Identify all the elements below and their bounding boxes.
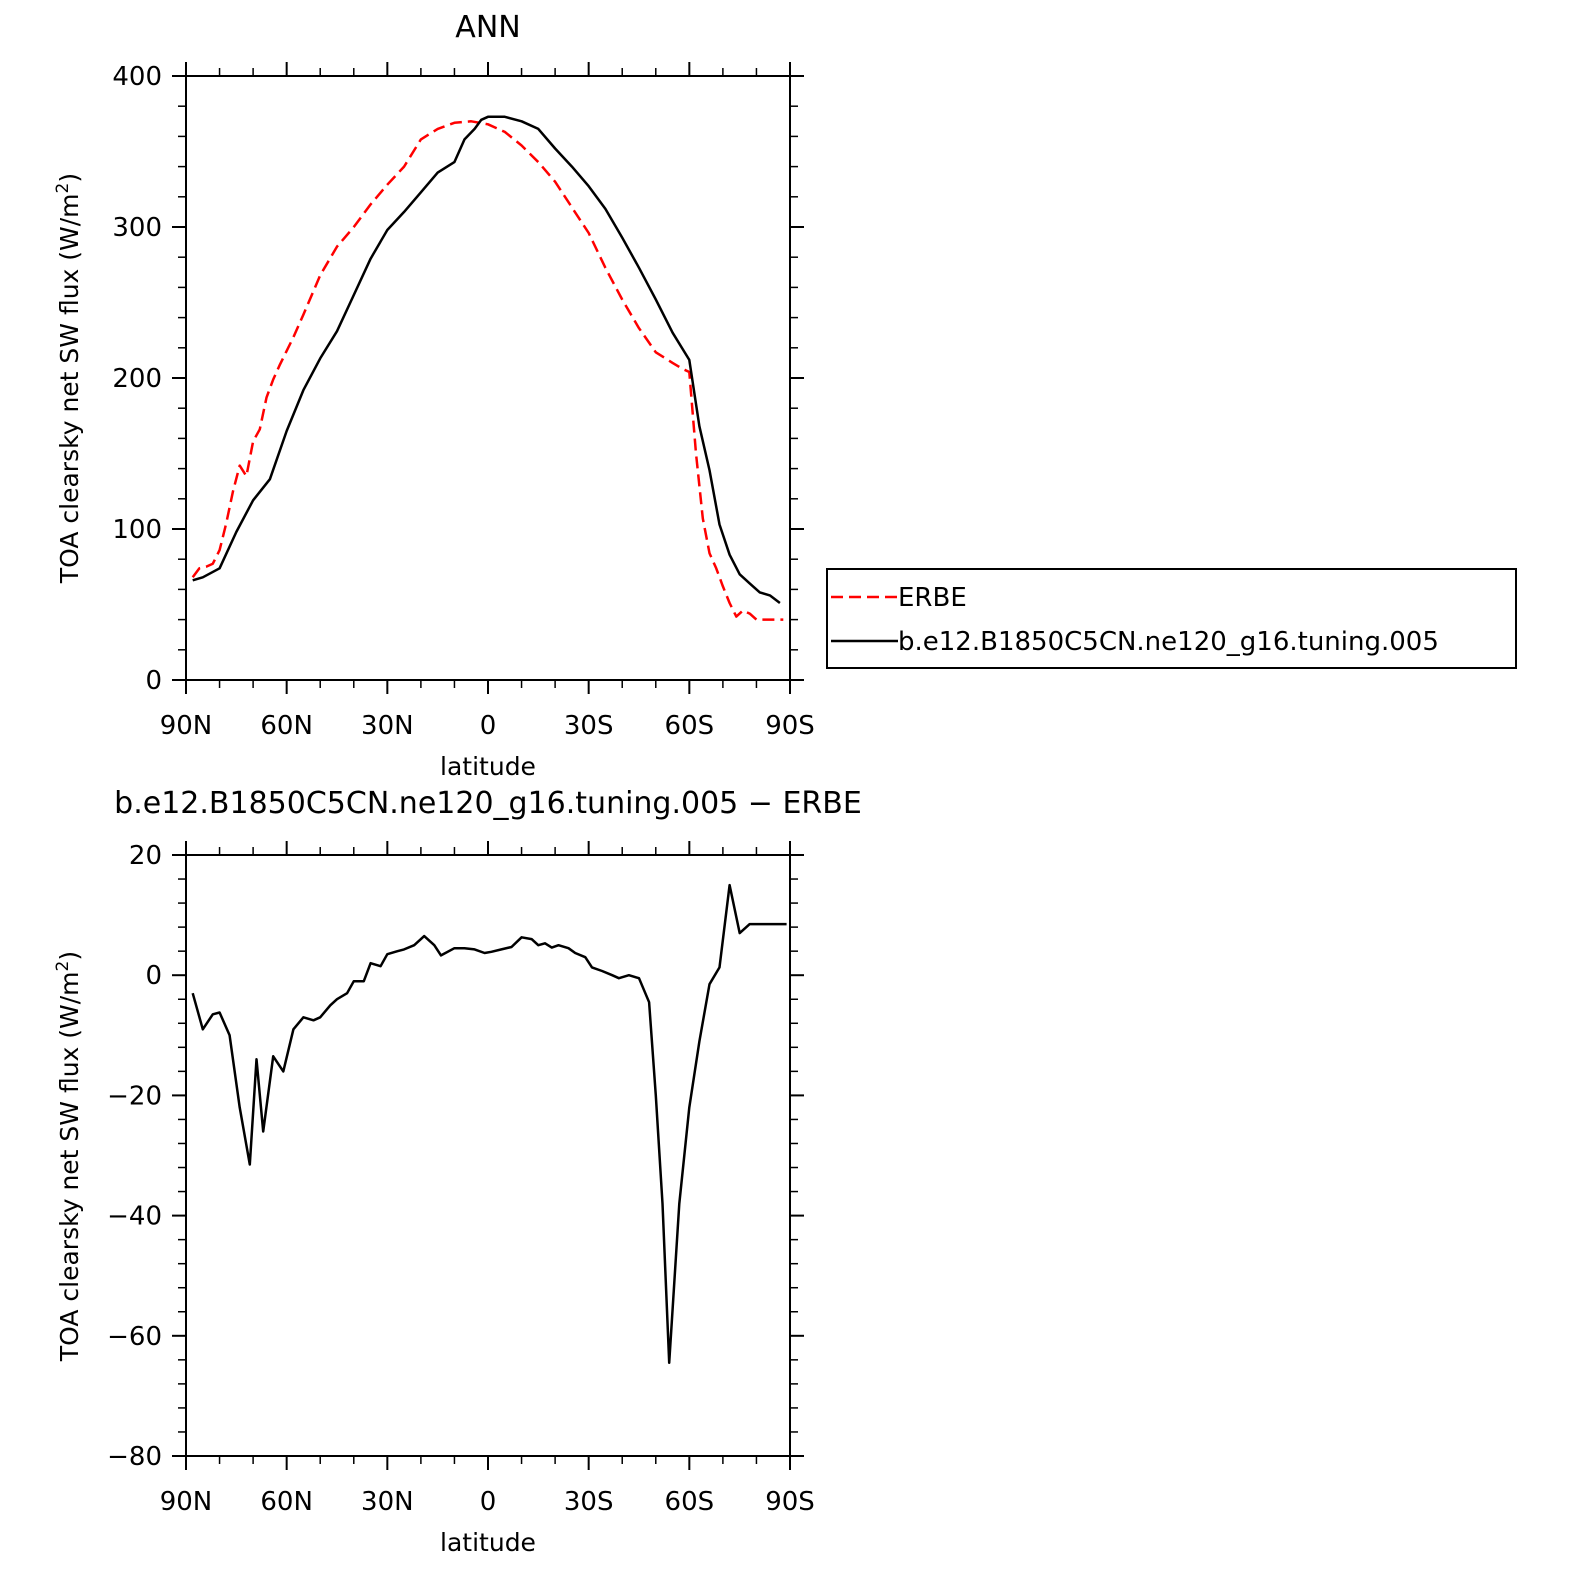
top-y-tick-labels: 0 100 200 300 400 (112, 62, 162, 696)
bottom-x-tick-label: 60S (665, 1487, 715, 1517)
panel-difference: b.e12.B1850C5CN.ne120_g16.tuning.005 − E… (53, 786, 862, 1557)
bottom-y-tick-label: 20 (129, 841, 162, 871)
panel-annual-flux: ANN 0 100 200 300 400 90N 60N 30N 0 30S 60S 90S la… (53, 10, 1517, 781)
bottom-series-lines (191, 883, 787, 1365)
top-y-axis-label: TOA clearsky net SW flux (W/m2) (53, 173, 84, 584)
top-y-tick-label: 400 (112, 62, 162, 92)
bottom-y-tick-label: −60 (107, 1322, 162, 1352)
bottom-y-tick-label: −20 (107, 1081, 162, 1111)
top-series-line-model (192, 115, 781, 604)
bottom-y-tick-labels: −80 −60 −40 −20 0 20 (107, 841, 162, 1472)
bottom-x-tick-label: 60N (260, 1487, 313, 1517)
bottom-tick-marks (172, 841, 804, 1470)
bottom-x-tick-label: 0 (480, 1487, 497, 1517)
bottom-series-line-difference (191, 883, 787, 1365)
top-x-tick-label: 0 (480, 711, 497, 741)
top-x-axis-label: latitude (440, 752, 536, 781)
top-x-tick-label: 60N (260, 711, 313, 741)
bottom-x-tick-label: 90N (160, 1487, 213, 1517)
bottom-y-tick-label: −40 (107, 1202, 162, 1232)
top-y-tick-label: 0 (145, 666, 162, 696)
top-chart-title: ANN (455, 10, 520, 45)
legend-box (826, 568, 1517, 669)
bottom-plot-frame (185, 854, 791, 1457)
bottom-y-tick-label: −80 (107, 1442, 162, 1472)
bottom-chart-title: b.e12.B1850C5CN.ne120_g16.tuning.005 − E… (114, 786, 862, 821)
top-tick-marks (172, 62, 804, 694)
bottom-x-tick-labels: 90N 60N 30N 0 30S 60S 90S (160, 1487, 815, 1517)
top-y-tick-label: 200 (112, 364, 162, 394)
bottom-x-tick-label: 30S (564, 1487, 614, 1517)
top-series-lines (191, 115, 784, 621)
top-y-tick-label: 100 (112, 515, 162, 545)
bottom-x-axis-label: latitude (440, 1528, 536, 1557)
top-x-tick-label: 60S (665, 711, 715, 741)
top-plot-frame (185, 75, 791, 681)
bottom-y-tick-label: 0 (145, 961, 162, 991)
bottom-y-axis-label: TOA clearsky net SW flux (W/m2) (53, 951, 84, 1362)
top-x-tick-labels: 90N 60N 30N 0 30S 60S 90S (160, 711, 815, 741)
top-series-line-erbe (191, 120, 784, 621)
top-x-tick-label: 30N (361, 711, 414, 741)
top-x-tick-label: 30S (564, 711, 614, 741)
top-x-tick-label: 90S (765, 711, 815, 741)
legend-label-erbe: ERBE (898, 583, 967, 613)
bottom-x-tick-label: 90S (765, 1487, 815, 1517)
legend-label-model: b.e12.B1850C5CN.ne120_g16.tuning.005 (898, 627, 1439, 657)
top-y-tick-label: 300 (112, 213, 162, 243)
bottom-x-tick-label: 30N (361, 1487, 414, 1517)
top-x-tick-label: 90N (160, 711, 213, 741)
legend: ERBE b.e12.B1850C5CN.ne120_g16.tuning.00… (826, 568, 1517, 669)
